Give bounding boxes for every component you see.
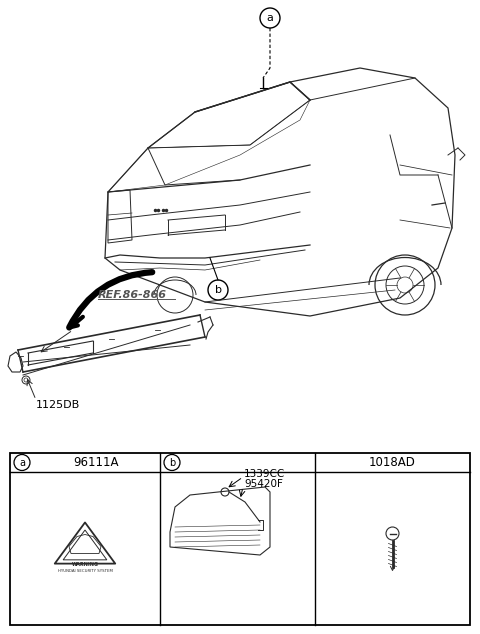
- Text: 96111A: 96111A: [73, 456, 119, 469]
- Text: HYUNDAI SECURITY SYSTEM: HYUNDAI SECURITY SYSTEM: [58, 569, 112, 574]
- Text: REF.86-866: REF.86-866: [98, 290, 167, 300]
- Text: 1339CC: 1339CC: [244, 469, 285, 479]
- Text: a: a: [266, 13, 274, 23]
- Text: 1018AD: 1018AD: [369, 456, 416, 469]
- Text: b: b: [169, 458, 175, 467]
- Text: 1125DB: 1125DB: [36, 400, 80, 410]
- Text: b: b: [215, 285, 221, 295]
- Text: 95420F: 95420F: [244, 479, 283, 489]
- Text: WARNING: WARNING: [72, 562, 98, 567]
- Text: a: a: [19, 458, 25, 467]
